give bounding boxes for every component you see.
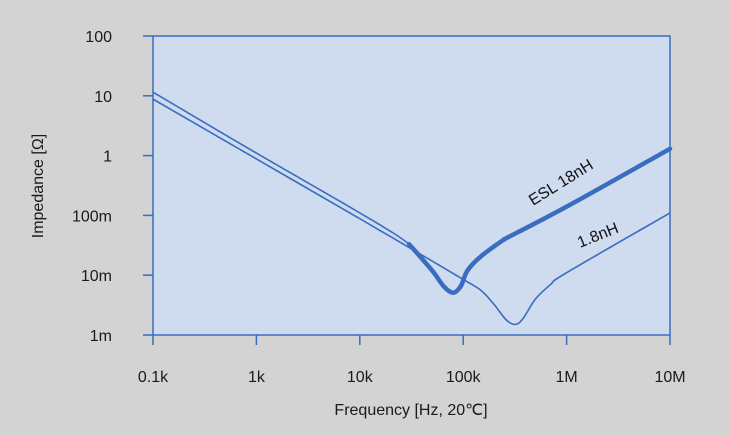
series-emphasis-esl-18nh xyxy=(406,236,507,295)
x-tick-label: 10k xyxy=(347,369,374,386)
plot-frame xyxy=(152,35,671,336)
x-tick-label: 1M xyxy=(555,369,577,386)
y-tick-label: 100m xyxy=(72,208,112,225)
x-tick-label: 100k xyxy=(446,369,482,386)
y-tick-label: 10m xyxy=(81,268,112,285)
x-ticks: 0.1k 1k 10k 100k 1M 10M xyxy=(138,335,686,386)
y-tick-label: 100 xyxy=(85,29,112,46)
series-line-1-8nh xyxy=(152,98,671,326)
series-emphasis-tail-esl-18nh xyxy=(502,146,673,242)
x-tick-label: 1k xyxy=(248,369,266,386)
y-tick-label: 1 xyxy=(103,149,112,166)
x-tick-label: 10M xyxy=(654,369,685,386)
plot-area xyxy=(153,36,670,335)
y-axis-label: Impedance [Ω] xyxy=(30,134,47,238)
x-tick-label: 0.1k xyxy=(138,369,169,386)
series-layer xyxy=(152,91,673,326)
x-axis-label: Frequency [Hz, 20℃] xyxy=(334,402,487,419)
y-tick-label: 1m xyxy=(90,328,112,345)
y-tick-label: 10 xyxy=(94,89,112,106)
y-ticks: 100 10 1 100m 10m 1m xyxy=(72,29,153,345)
